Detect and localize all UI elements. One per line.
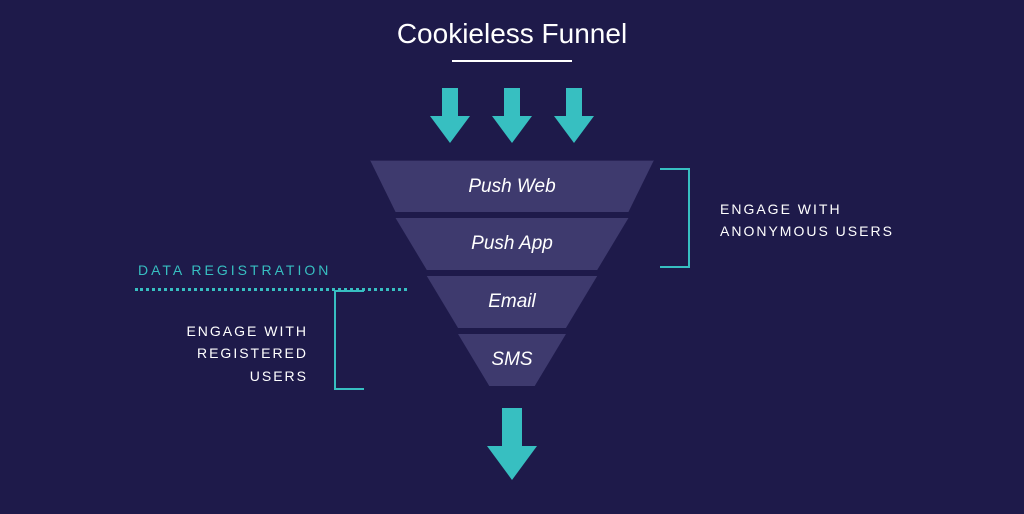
divider-line [135, 288, 407, 291]
arrow-down-icon [554, 88, 594, 143]
stage-label: Push App [471, 233, 553, 255]
page-title: Cookieless Funnel [397, 18, 627, 50]
callout-registered: ENGAGE WITH REGISTERED USERS [138, 320, 308, 387]
funnel-stage: SMS [370, 334, 654, 386]
stage-label: SMS [491, 349, 532, 371]
funnel-stage: Push Web [370, 160, 654, 212]
arrow-down-icon [492, 88, 532, 143]
top-arrows-row [430, 88, 594, 143]
divider-label: DATA REGISTRATION [138, 262, 331, 278]
funnel-stage: Push App [370, 218, 654, 270]
arrow-down-icon [487, 408, 537, 480]
bracket-right [660, 168, 690, 268]
callout-line: ENGAGE WITH [186, 323, 308, 339]
stage-label: Email [488, 291, 536, 313]
callout-anonymous: ENGAGE WITH ANONYMOUS USERS [720, 198, 894, 243]
stage-label: Push Web [468, 176, 555, 198]
callout-line: ANONYMOUS USERS [720, 223, 894, 239]
title-underline [452, 60, 572, 62]
funnel-stage: Email [370, 276, 654, 328]
bracket-left [334, 290, 364, 390]
arrow-down-icon [430, 88, 470, 143]
callout-line: REGISTERED USERS [197, 345, 308, 383]
callout-line: ENGAGE WITH [720, 201, 842, 217]
funnel-diagram: Push Web Push App Email SMS [370, 160, 654, 392]
